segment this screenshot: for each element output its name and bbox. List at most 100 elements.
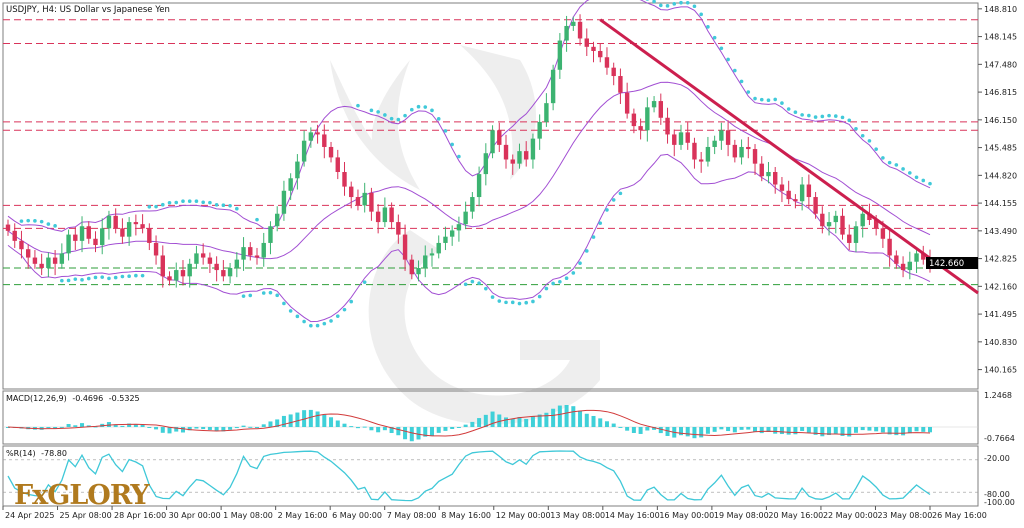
macd-bar-97 <box>658 427 663 434</box>
macd-bar-28 <box>194 427 199 429</box>
macd-bar-13 <box>93 426 98 428</box>
candle-body-133 <box>900 263 906 271</box>
macd-bar-70 <box>477 418 482 427</box>
candle-body-25 <box>174 270 179 281</box>
macd-bar-104 <box>705 427 710 434</box>
psar-dot-53 <box>362 280 367 284</box>
x-tick-label-8: 8 May 16:00 <box>441 511 491 520</box>
candle-body-35 <box>241 247 246 260</box>
psar-dot-20 <box>140 273 145 278</box>
candle-body-22 <box>153 242 159 256</box>
candle-body-107 <box>725 130 731 145</box>
candle-body-112 <box>759 163 764 177</box>
macd-bar-10 <box>73 425 78 427</box>
macd-bar-71 <box>483 414 488 427</box>
psar-dot-91 <box>618 191 623 196</box>
candle-body-110 <box>746 146 751 150</box>
macd-bar-72 <box>490 411 495 427</box>
macd-bar-52 <box>355 427 360 429</box>
macd-bar-18 <box>127 423 132 427</box>
macd-label: MACD(12,26,9) -0.4696 -0.5325 <box>6 394 140 403</box>
psar-dot-17 <box>120 274 125 279</box>
macd-bar-86 <box>584 413 589 427</box>
macd-bar-76 <box>517 416 522 427</box>
psar-dot-68 <box>463 282 468 287</box>
macd-bar-136 <box>921 427 926 432</box>
psar-dot-111 <box>753 96 757 101</box>
macd-bar-118 <box>800 427 805 431</box>
psar-dot-117 <box>793 110 798 114</box>
x-tick-label-7: 7 May 08:00 <box>387 511 437 520</box>
psar-dot-103 <box>699 12 703 17</box>
candle-body-88 <box>598 50 603 58</box>
macd-bar-41 <box>281 415 286 427</box>
psar-dot-61 <box>416 104 421 109</box>
psar-dot-122 <box>827 113 831 118</box>
candle-body-6 <box>46 257 51 268</box>
candle-body-77 <box>524 151 529 160</box>
candle-body-17 <box>120 228 125 237</box>
candle-body-21 <box>147 228 152 243</box>
psar-dot-129 <box>874 147 878 151</box>
candle-body-16 <box>113 215 118 229</box>
psar-dot-30 <box>208 200 212 205</box>
candle-body-45 <box>308 132 314 141</box>
y-tick-label-10: 142.160 <box>984 282 1017 291</box>
candle-body-63 <box>429 253 435 256</box>
x-tick-label-13: 19 May 08:00 <box>714 511 769 520</box>
y-tick-label-4: 146.150 <box>984 116 1017 125</box>
psar-dot-62 <box>423 105 428 109</box>
macd-bar-133 <box>901 427 906 436</box>
macd-bar-124 <box>840 427 845 436</box>
candle-body-74 <box>503 144 509 160</box>
psar-dot-49 <box>335 314 340 318</box>
y-tick-label-9: 142.825 <box>984 255 1017 264</box>
macd-bar-12 <box>86 425 91 427</box>
macd-bar-26 <box>180 427 185 433</box>
psar-dot-127 <box>860 133 865 138</box>
candle-body-80 <box>544 103 549 122</box>
candle-body-129 <box>873 219 879 229</box>
macd-bar-50 <box>342 423 347 427</box>
candle-body-0 <box>5 224 11 231</box>
macd-bar-48 <box>329 417 334 427</box>
macd-bar-91 <box>618 426 623 428</box>
y-tick-label-5: 145.485 <box>984 144 1017 153</box>
psar-dot-6 <box>46 222 51 226</box>
psar-dot-46 <box>315 323 320 328</box>
candle-body-1 <box>12 230 17 241</box>
macd-bar-8 <box>59 426 64 428</box>
psar-dot-120 <box>813 115 818 119</box>
candle-body-117 <box>793 199 798 202</box>
candle-body-44 <box>301 140 307 162</box>
x-tick-label-15: 22 May 00:00 <box>823 511 878 520</box>
candle-body-84 <box>571 21 576 26</box>
psar-dot-39 <box>268 290 273 295</box>
psar-dot-5 <box>39 219 44 224</box>
macd-tick-top: 1.2468 <box>984 391 1012 400</box>
candle-body-125 <box>847 234 852 243</box>
macd-bar-79 <box>537 414 542 427</box>
macd-bar-110 <box>746 427 751 430</box>
y-tick-label-8: 143.490 <box>984 227 1017 236</box>
macd-bar-85 <box>578 410 583 427</box>
candle-body-134 <box>907 261 913 271</box>
x-tick-label-17: 26 May 16:00 <box>932 511 987 520</box>
candle-body-33 <box>227 267 233 277</box>
wr-tick-80: -80.00 <box>984 490 1010 499</box>
logo-text: FxGLORY <box>14 480 150 511</box>
candle-body-86 <box>584 38 589 47</box>
macd-bar-67 <box>456 427 461 428</box>
candle-body-127 <box>860 213 865 227</box>
macd-bar-134 <box>907 427 912 434</box>
macd-bar-51 <box>349 426 354 428</box>
psar-dot-45 <box>309 323 313 328</box>
psar-dot-71 <box>484 286 488 291</box>
candle-body-54 <box>369 192 374 212</box>
macd-bar-15 <box>106 422 111 427</box>
psar-dot-135 <box>914 175 919 180</box>
psar-dot-113 <box>766 98 771 103</box>
y-tick-label-12: 140.830 <box>984 338 1017 347</box>
psar-dot-66 <box>450 142 454 147</box>
candle-body-28 <box>194 253 199 264</box>
